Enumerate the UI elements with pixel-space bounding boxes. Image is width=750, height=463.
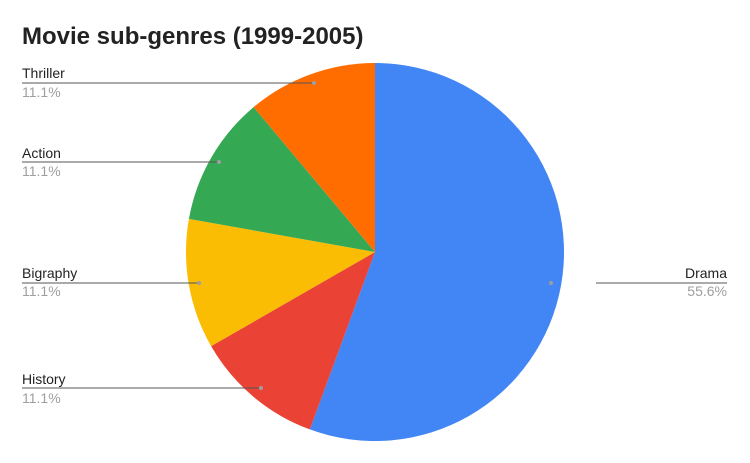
slice-label-drama: Drama (685, 265, 727, 281)
pie-slice-bigraphy (185, 218, 375, 347)
slice-percent-thriller: 11.1% (22, 84, 61, 100)
pie-slice-drama (309, 63, 564, 441)
leader-dot-drama (549, 281, 553, 285)
slice-labels: Drama 55.6% History 11.1% Bigraphy 11.1% Actio… (22, 65, 727, 406)
slice-label-bigraphy: Bigraphy (22, 265, 77, 281)
slice-label-thriller: Thriller (22, 65, 65, 81)
chart-title: Movie sub-genres (1999-2005) (22, 23, 363, 50)
slice-percent-bigraphy: 11.1% (22, 283, 61, 299)
slice-percent-drama: 55.6% (687, 283, 727, 299)
slice-percent-action: 11.1% (22, 163, 61, 179)
pie-slice-history (211, 252, 375, 430)
leader-dot-history (259, 386, 263, 390)
pie-slices (185, 63, 564, 441)
leader-dot-bigraphy (197, 281, 201, 285)
slice-percent-history: 11.1% (22, 390, 61, 406)
leader-dot-action (217, 160, 221, 164)
slice-label-action: Action (22, 145, 61, 161)
leader-dot-thriller (312, 81, 316, 85)
pie-slice-action (188, 107, 375, 253)
pie-slice-thriller (253, 63, 375, 252)
slice-label-history: History (22, 371, 66, 387)
